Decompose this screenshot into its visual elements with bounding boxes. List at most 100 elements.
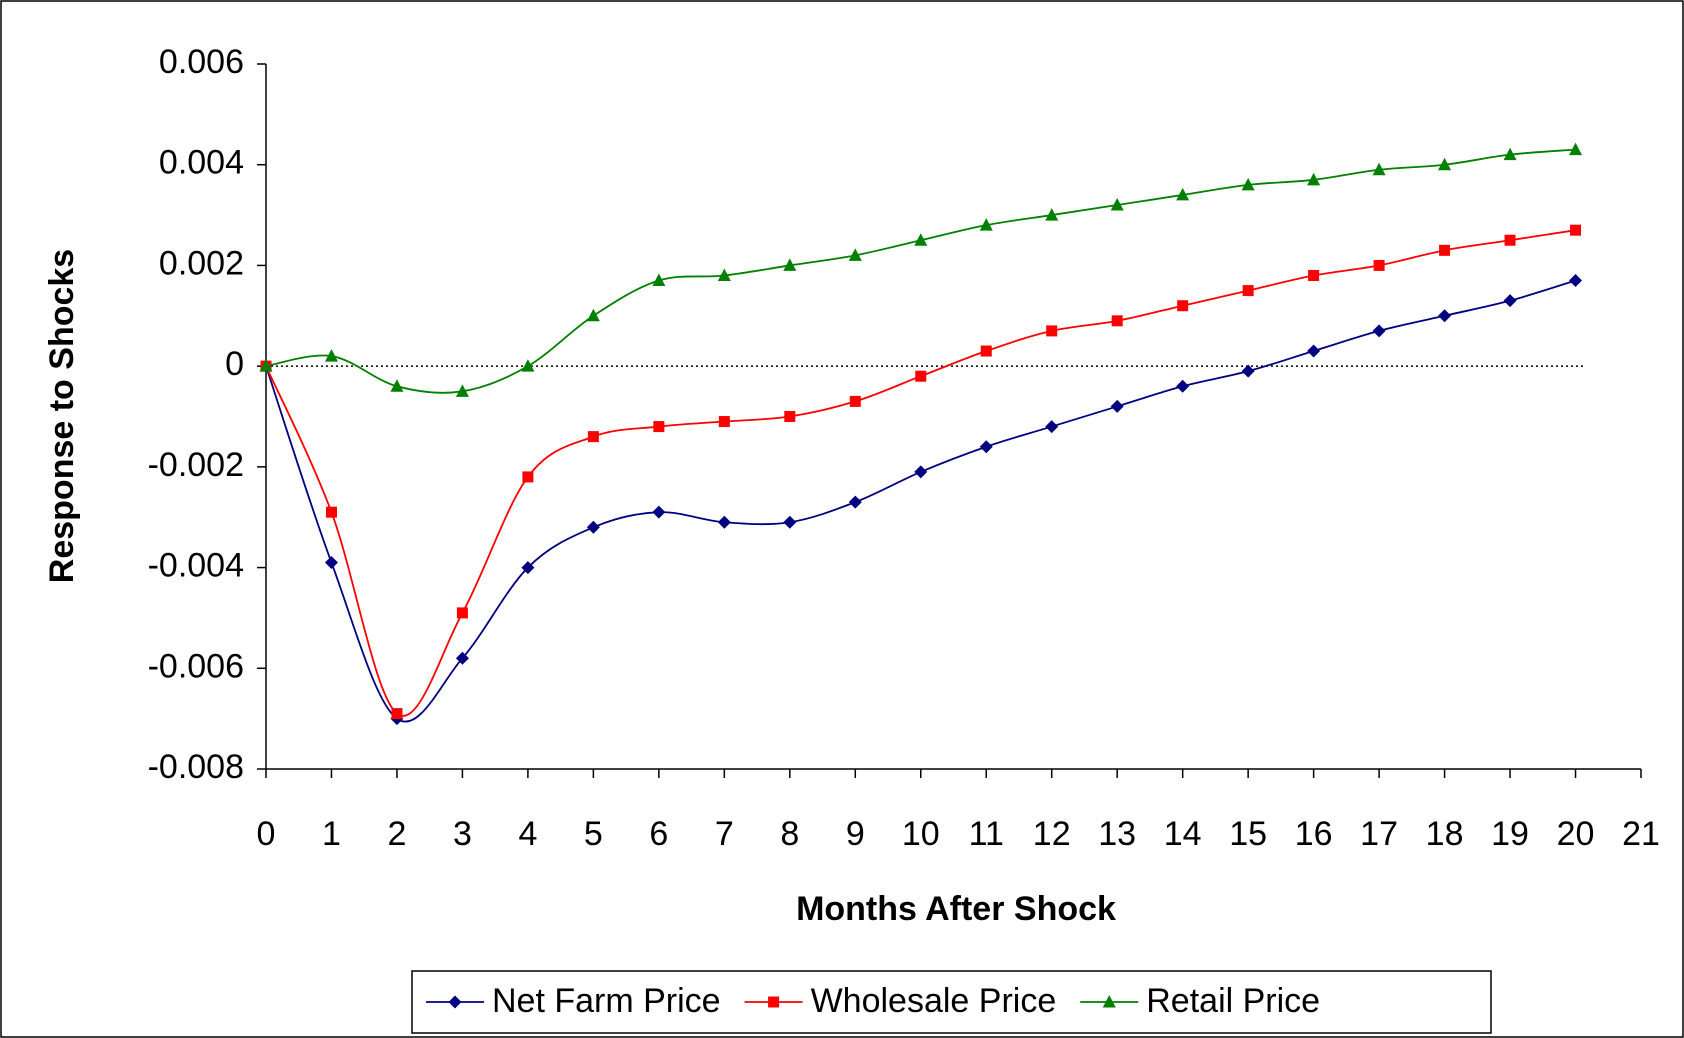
point [521,359,535,372]
point [324,556,338,570]
point [1176,379,1190,393]
point [1438,157,1452,171]
x-tick-label: 10 [902,815,940,853]
y-tick-label: -0.004 [148,547,244,585]
point [390,379,404,392]
point [717,515,731,529]
point [1110,399,1124,413]
point [1176,187,1190,201]
point [849,395,861,407]
point [652,273,666,287]
point [1504,234,1516,246]
point [848,495,862,509]
x-tick-label: 20 [1557,815,1595,853]
point [783,258,797,271]
point [1373,259,1385,271]
x-tick-label: 14 [1164,815,1202,853]
point [783,515,797,529]
x-tick-label: 2 [387,815,406,853]
x-tick-label: 21 [1622,815,1660,853]
point [1242,285,1254,297]
point [1045,420,1059,434]
point [848,248,862,261]
point [521,561,535,575]
point [1111,315,1123,327]
x-tick-label: 1 [322,815,341,853]
x-tick-label: 11 [969,815,1004,853]
point [586,308,600,322]
point [784,411,796,422]
legend-marker [768,996,780,1008]
legend: Net Farm Price Wholesale Price Retail Pric… [411,970,1492,1034]
x-tick-label: 4 [518,815,537,853]
point [1503,294,1517,308]
point [1372,162,1386,176]
point [718,416,730,428]
point [1439,244,1451,256]
series-line [265,279,1576,723]
x-tick-label: 12 [1033,815,1071,853]
point [1503,147,1517,161]
y-tick-label: 0.006 [159,43,244,81]
point [1438,309,1452,323]
x-tick-label: 5 [584,815,603,853]
legend-marker [448,995,462,1009]
y-tick-label: 0 [225,345,244,383]
point [653,421,665,433]
point [324,349,338,362]
point [914,233,928,246]
point [1177,300,1189,312]
x-tick-label: 15 [1229,815,1267,853]
point [586,520,600,534]
point [1570,224,1582,236]
point [325,506,337,518]
point [1569,142,1583,156]
x-tick-label: 9 [846,815,865,853]
y-axis-label: Response to Shocks [43,249,81,583]
point [914,465,928,479]
x-tick-label: 17 [1360,815,1398,853]
y-tick-label: -0.002 [148,446,244,484]
point [979,440,993,454]
x-tick-label: 19 [1491,815,1529,853]
x-tick-label: 3 [453,815,472,853]
legend-label: Wholesale Price [811,982,1057,1020]
point [1308,270,1320,281]
x-tick-label: 7 [715,815,734,853]
point [1241,177,1255,191]
x-tick-label: 8 [780,815,799,853]
point [1241,364,1255,378]
point [717,268,731,281]
legend-box [411,970,1492,1034]
point [1569,274,1583,288]
point [1045,208,1059,221]
x-tick-label: 16 [1295,815,1333,853]
point [391,708,403,720]
y-tick-label: 0.004 [159,144,244,182]
x-tick-label: 13 [1098,815,1136,853]
point [979,218,993,231]
point [1372,324,1386,338]
point [522,471,534,483]
x-tick-label: 6 [649,815,668,853]
point [456,607,468,619]
point [587,431,599,443]
y-tick-label: -0.008 [148,748,244,786]
point [455,651,469,665]
legend-label: Retail Price [1146,982,1320,1020]
y-tick-label: 0.002 [159,244,244,282]
point [1307,172,1321,186]
x-axis-label: Months After Shock [796,890,1116,928]
point [1307,344,1321,358]
point [1110,198,1124,211]
point [455,384,469,397]
legend-marker [1102,995,1116,1008]
point [915,370,927,382]
x-tick-label: 18 [1426,815,1464,853]
point [652,505,666,519]
point [980,345,992,357]
x-tick-label: 0 [257,815,276,853]
point [259,359,273,372]
